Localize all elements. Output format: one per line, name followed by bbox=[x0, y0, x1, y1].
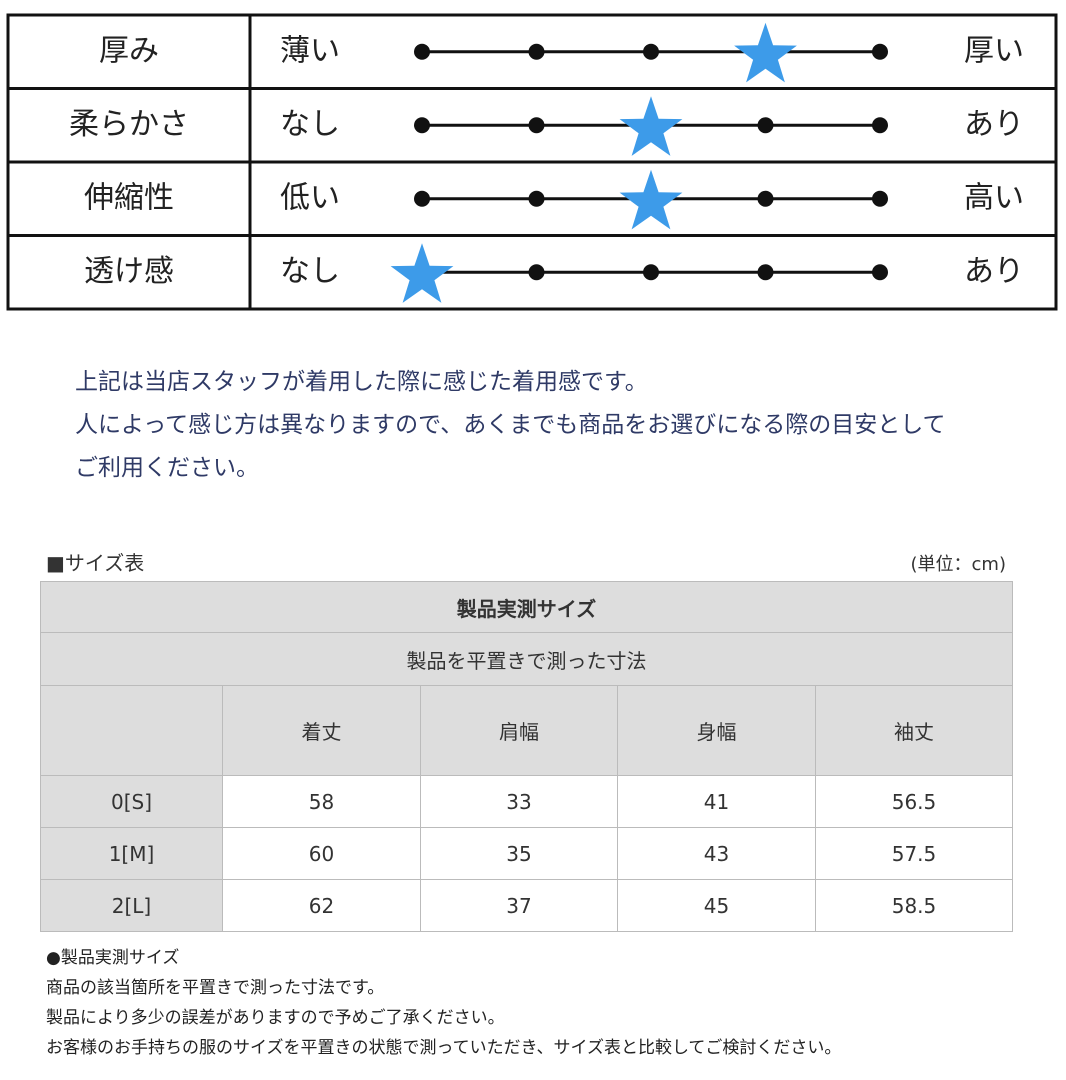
row-header: 0[S] bbox=[40, 775, 223, 828]
column-header: 身幅 bbox=[617, 685, 816, 776]
scale-dot bbox=[414, 190, 430, 207]
scale-dot bbox=[757, 190, 774, 207]
scale-dot bbox=[643, 43, 659, 60]
column-header: 袖丈 bbox=[815, 685, 1013, 776]
size-value: 41 bbox=[617, 775, 816, 828]
table-header: 製品実測サイズ bbox=[40, 581, 1013, 633]
footnote: 商品の該当箇所を平置きで測った寸法です。 bbox=[46, 978, 385, 998]
note-line: 上記は当店スタッフが着用した際に感じた着用感です。 bbox=[75, 369, 648, 395]
size-value: 37 bbox=[420, 879, 618, 932]
level-star bbox=[619, 96, 683, 156]
size-value: 60 bbox=[222, 827, 421, 880]
size-value: 43 bbox=[617, 827, 816, 880]
scale-dot bbox=[414, 117, 430, 134]
scale-dot bbox=[872, 43, 888, 60]
scale-dot bbox=[414, 43, 430, 60]
note-line: ご利用ください。 bbox=[75, 455, 259, 481]
row-header: 1[M] bbox=[40, 827, 223, 880]
scale-dot bbox=[528, 43, 545, 60]
scale-dot bbox=[643, 264, 659, 281]
corner-cell bbox=[40, 685, 223, 776]
level-star bbox=[619, 169, 683, 230]
feel-high: 厚い bbox=[964, 33, 1024, 68]
size-value: 35 bbox=[420, 827, 618, 880]
feel-low: なし bbox=[280, 107, 340, 142]
size-value: 33 bbox=[420, 775, 618, 828]
scale-dot bbox=[528, 190, 545, 207]
scale-dot bbox=[757, 264, 774, 281]
footnote: お客様のお手持ちの服のサイズを平置きの状態で測っていただき、サイズ表と比較してご… bbox=[46, 1038, 842, 1058]
scale-dot bbox=[528, 264, 545, 281]
scale-dot bbox=[872, 190, 888, 207]
table-subheader: 製品を平置きで測った寸法 bbox=[40, 632, 1013, 686]
feel-low: なし bbox=[280, 254, 340, 289]
row-header: 2[L] bbox=[40, 879, 223, 932]
column-header: 肩幅 bbox=[420, 685, 618, 776]
feel-high: 高い bbox=[964, 180, 1024, 215]
note-line: 人によって感じ方は異なりますので、あくまでも商品をお選びになる際の目安として bbox=[75, 412, 946, 438]
feel-low: 薄い bbox=[280, 33, 340, 68]
level-star bbox=[390, 243, 454, 303]
size-value: 58 bbox=[222, 775, 421, 828]
feel-low: 低い bbox=[280, 180, 340, 215]
size-value: 57.5 bbox=[815, 827, 1013, 880]
feel-label: 透け感 bbox=[84, 254, 174, 289]
feel-high: あり bbox=[964, 254, 1024, 289]
footnote: 製品により多少の誤差がありますので予めご了承ください。 bbox=[46, 1008, 505, 1028]
size-value: 45 bbox=[617, 879, 816, 932]
column-header: 着丈 bbox=[222, 685, 421, 776]
size-value: 62 bbox=[222, 879, 421, 932]
feel-label: 柔らかさ bbox=[69, 107, 189, 142]
size-value: 58.5 bbox=[815, 879, 1013, 932]
size-value: 56.5 bbox=[815, 775, 1013, 828]
scale-dot bbox=[528, 117, 545, 134]
feel-label: 伸縮性 bbox=[84, 180, 174, 215]
footnote: ●製品実測サイズ bbox=[46, 948, 180, 968]
scale-dot bbox=[872, 117, 888, 134]
feel-label: 厚み bbox=[99, 33, 159, 68]
level-star bbox=[734, 22, 797, 83]
scale-dot bbox=[872, 264, 888, 281]
size-unit: (単位：cm) bbox=[910, 554, 1006, 575]
feel-high: あり bbox=[964, 107, 1024, 142]
size-title: ■サイズ表 bbox=[46, 551, 145, 575]
scale-dot bbox=[757, 117, 774, 134]
